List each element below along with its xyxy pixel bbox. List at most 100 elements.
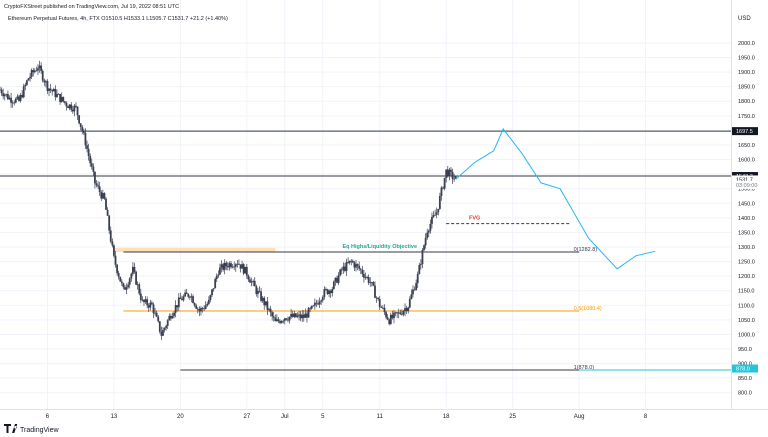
candle-body	[271, 312, 274, 317]
candle-body	[225, 262, 228, 267]
candle-body	[143, 299, 145, 303]
candle-body	[187, 293, 190, 297]
candle-body	[150, 302, 153, 305]
candle-body	[100, 192, 103, 199]
candle-body	[59, 93, 62, 102]
candle-body	[268, 308, 270, 310]
candle-body	[162, 330, 164, 336]
candle-body	[361, 269, 364, 275]
candle-body	[139, 293, 142, 300]
candle-body	[25, 80, 28, 85]
candle-body	[298, 314, 300, 316]
x-tick-label: 25	[509, 414, 516, 420]
candle-body	[135, 271, 137, 285]
candle-body	[355, 264, 357, 268]
candle-body	[125, 287, 128, 290]
level-label: 1(878.0)	[574, 365, 595, 371]
candle-body	[67, 106, 69, 109]
candle-body	[448, 169, 451, 177]
candle-body	[27, 78, 30, 81]
candle-body	[239, 264, 242, 269]
candle-body	[40, 65, 43, 71]
candle-body	[192, 296, 194, 304]
candle-body	[87, 148, 90, 157]
candle-body	[182, 296, 185, 301]
candle-body	[65, 102, 68, 107]
y-tick-label: 1850.0	[738, 85, 755, 91]
y-tick-label: 950.0	[738, 347, 752, 353]
candle-body	[108, 215, 111, 231]
candle-body	[397, 312, 400, 314]
candle-body	[231, 266, 234, 268]
candle-body	[103, 193, 106, 199]
x-tick-label: Jul	[281, 414, 289, 420]
candle-body	[304, 313, 307, 318]
candle-body	[7, 94, 9, 100]
candlestick-series	[0, 60, 457, 341]
candle-body	[114, 255, 117, 265]
candle-body	[351, 260, 354, 263]
candle-body	[217, 274, 220, 276]
candle-body	[269, 308, 272, 313]
candle-body	[82, 131, 85, 133]
candle-body	[81, 127, 84, 132]
candle-body	[234, 264, 237, 267]
candle-body	[382, 307, 384, 309]
candle-body	[260, 291, 262, 301]
candle-body	[43, 80, 46, 83]
candle-body	[222, 264, 224, 270]
candle-body	[184, 292, 187, 297]
candle-body	[416, 274, 419, 284]
candle-body	[446, 169, 449, 177]
candle-body	[41, 70, 44, 81]
candle-body	[402, 310, 405, 315]
candle-body	[71, 109, 74, 112]
candle-body	[438, 196, 441, 209]
candle-body	[412, 289, 414, 295]
candle-body	[274, 317, 277, 322]
candle-body	[258, 290, 261, 292]
candle-body	[320, 300, 323, 302]
candle-body	[206, 303, 209, 306]
candle-body	[272, 316, 275, 318]
candle-body	[407, 307, 410, 312]
time-axis[interactable]: 6 13 20 27 Jul 5 11 18 25 Aug 8	[46, 414, 648, 420]
candle-body	[220, 264, 223, 268]
x-tick-label: 13	[111, 414, 118, 420]
candle-body	[196, 308, 199, 310]
candle-body	[201, 308, 204, 309]
candle-body	[323, 289, 326, 297]
candle-body	[35, 70, 38, 72]
candle-body	[277, 319, 280, 322]
candle-body	[230, 263, 232, 268]
candle-body	[282, 320, 285, 322]
candle-body	[13, 102, 16, 104]
candle-body	[8, 97, 11, 100]
candle-body	[233, 266, 236, 268]
candle-body	[318, 301, 321, 305]
candle-body	[78, 115, 81, 124]
candle-body	[451, 171, 454, 179]
candle-body	[413, 289, 416, 291]
candle-body	[155, 312, 158, 317]
candle-body	[399, 312, 402, 314]
candle-body	[113, 245, 115, 256]
candle-body	[11, 102, 14, 104]
tradingview-logo: TradingView	[4, 424, 59, 434]
candle-body	[238, 263, 240, 265]
candle-body	[310, 305, 313, 309]
candle-body	[21, 94, 24, 98]
candle-body	[169, 316, 172, 319]
candle-body	[257, 290, 259, 294]
candle-body	[315, 302, 318, 304]
candle-body	[394, 312, 397, 314]
candle-body	[396, 312, 399, 314]
candle-body	[0, 89, 3, 94]
candle-body	[404, 308, 406, 311]
candle-body	[288, 316, 291, 321]
candle-body	[3, 94, 6, 97]
candle-body	[160, 331, 163, 336]
candle-body	[212, 288, 215, 290]
candle-body	[313, 302, 316, 306]
